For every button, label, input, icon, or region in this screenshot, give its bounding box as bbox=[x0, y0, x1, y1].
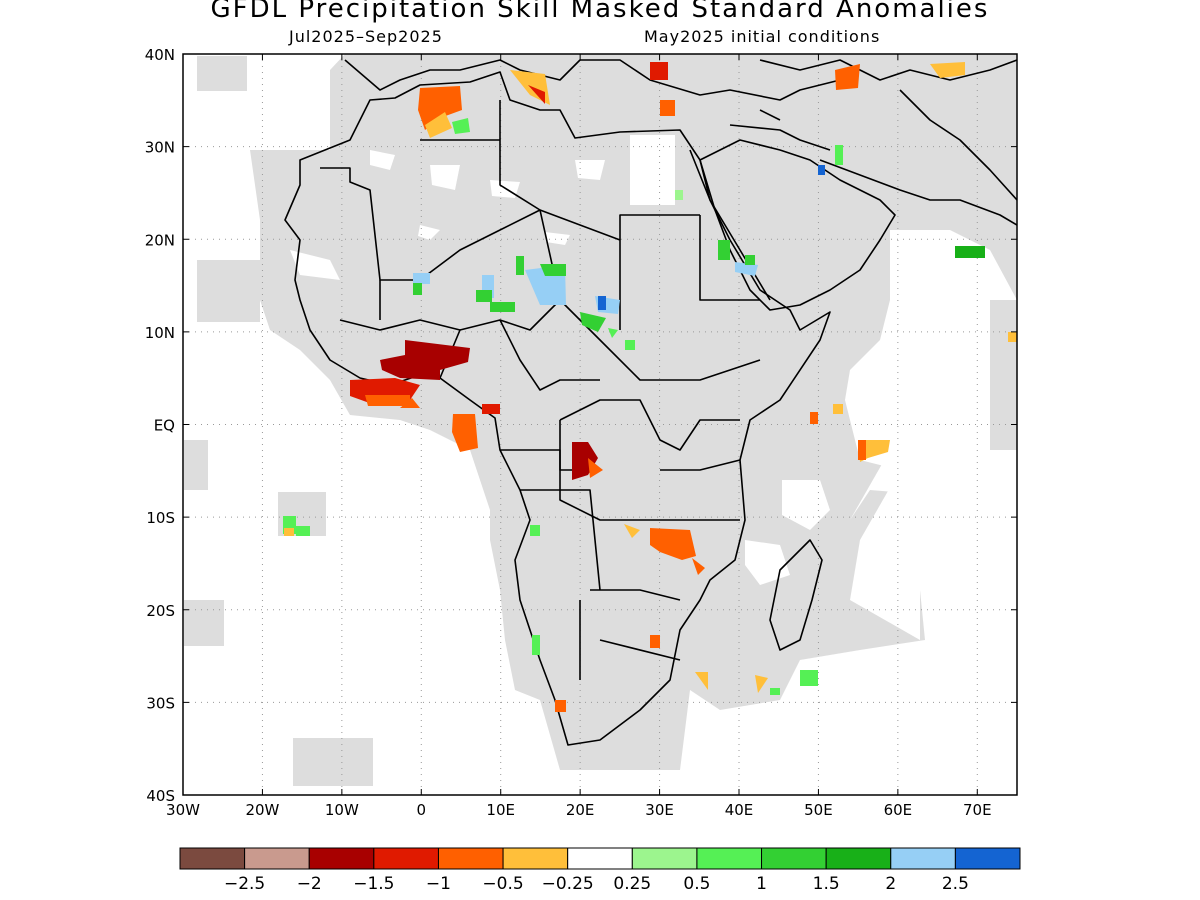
x-tick-label: 60E bbox=[884, 801, 913, 819]
y-tick-label: EQ bbox=[154, 417, 175, 435]
anomaly-patch-west-africa bbox=[380, 340, 470, 380]
colorbar-swatch bbox=[761, 847, 827, 870]
y-tick-label: 30N bbox=[145, 139, 175, 157]
forecast-period: Jul2025–Sep2025 bbox=[289, 27, 443, 46]
colorbar-label: 0.25 bbox=[613, 874, 651, 894]
initial-conditions: May2025 initial conditions bbox=[644, 27, 881, 46]
anomaly-patch-north-africa bbox=[418, 86, 462, 130]
x-tick-label: 20E bbox=[566, 801, 595, 819]
x-tick-label: 30E bbox=[645, 801, 674, 819]
x-tick-label: 10W bbox=[325, 801, 359, 819]
colorbar-label: −0.25 bbox=[542, 874, 594, 894]
colorbar-swatch bbox=[437, 847, 504, 870]
colorbar-label: −1.5 bbox=[353, 874, 394, 894]
colorbar-swatch bbox=[244, 847, 310, 870]
colorbar-label: 1.5 bbox=[813, 874, 840, 894]
x-tick-label: 50E bbox=[804, 801, 833, 819]
map-title: GFDL Precipitation Skill Masked Standard… bbox=[210, 0, 990, 24]
colorbar-label: 2 bbox=[885, 874, 896, 894]
y-tick-label: 30S bbox=[146, 694, 175, 712]
colorbar-label: −0.5 bbox=[482, 874, 523, 894]
y-tick-label: 20N bbox=[145, 231, 175, 249]
y-tick-label: 10S bbox=[146, 509, 175, 527]
near-zero-region bbox=[290, 135, 990, 585]
colorbar-swatch bbox=[825, 847, 892, 870]
colorbar-label: 1 bbox=[756, 874, 767, 894]
x-tick-label: 30W bbox=[166, 801, 200, 819]
x-tick-label: 10E bbox=[486, 801, 515, 819]
colorbar: −2.5 −2 −1.5 −1 −0.5 −0.25 0.25 0.5 1 1.5 2 2.5 bbox=[179, 847, 1021, 894]
colorbar-swatch bbox=[954, 847, 1021, 870]
anomaly-patches bbox=[283, 62, 1017, 712]
x-tick-label: 40E bbox=[725, 801, 754, 819]
y-axis: 40N 30N 20N 10N EQ 10S 20S 30S 40S bbox=[145, 46, 1017, 805]
masked-region bbox=[184, 54, 1017, 786]
colorbar-label: 0.5 bbox=[683, 874, 710, 894]
y-tick-label: 10N bbox=[145, 324, 175, 342]
colorbar-swatch bbox=[567, 847, 633, 870]
colorbar-swatch bbox=[308, 847, 375, 870]
x-tick-label: 20W bbox=[245, 801, 279, 819]
anomaly-patch-central-africa bbox=[572, 442, 598, 480]
colorbar-swatch bbox=[502, 847, 569, 870]
x-tick-label: 0 bbox=[417, 801, 427, 819]
colorbar-label: −1 bbox=[426, 874, 451, 894]
colorbar-label: −2 bbox=[297, 874, 322, 894]
y-tick-label: 40N bbox=[145, 46, 175, 64]
x-axis: 30W 20W 10W 0 10E 20E 30E 40E 50E 60E 70E bbox=[166, 54, 992, 819]
gridlines bbox=[183, 54, 1017, 795]
coastlines bbox=[284, 59, 1018, 746]
x-tick-label: 70E bbox=[963, 801, 992, 819]
y-tick-label: 40S bbox=[146, 787, 175, 805]
colorbar-label: −2.5 bbox=[224, 874, 265, 894]
colorbar-swatch bbox=[631, 847, 698, 870]
colorbar-swatch bbox=[890, 847, 956, 870]
colorbar-swatch bbox=[696, 847, 763, 870]
colorbar-label: 2.5 bbox=[942, 874, 969, 894]
colorbar-swatch bbox=[179, 847, 246, 870]
anomaly-patch-southern-africa bbox=[650, 528, 696, 560]
colorbar-swatch bbox=[373, 847, 439, 870]
y-tick-label: 20S bbox=[146, 602, 175, 620]
